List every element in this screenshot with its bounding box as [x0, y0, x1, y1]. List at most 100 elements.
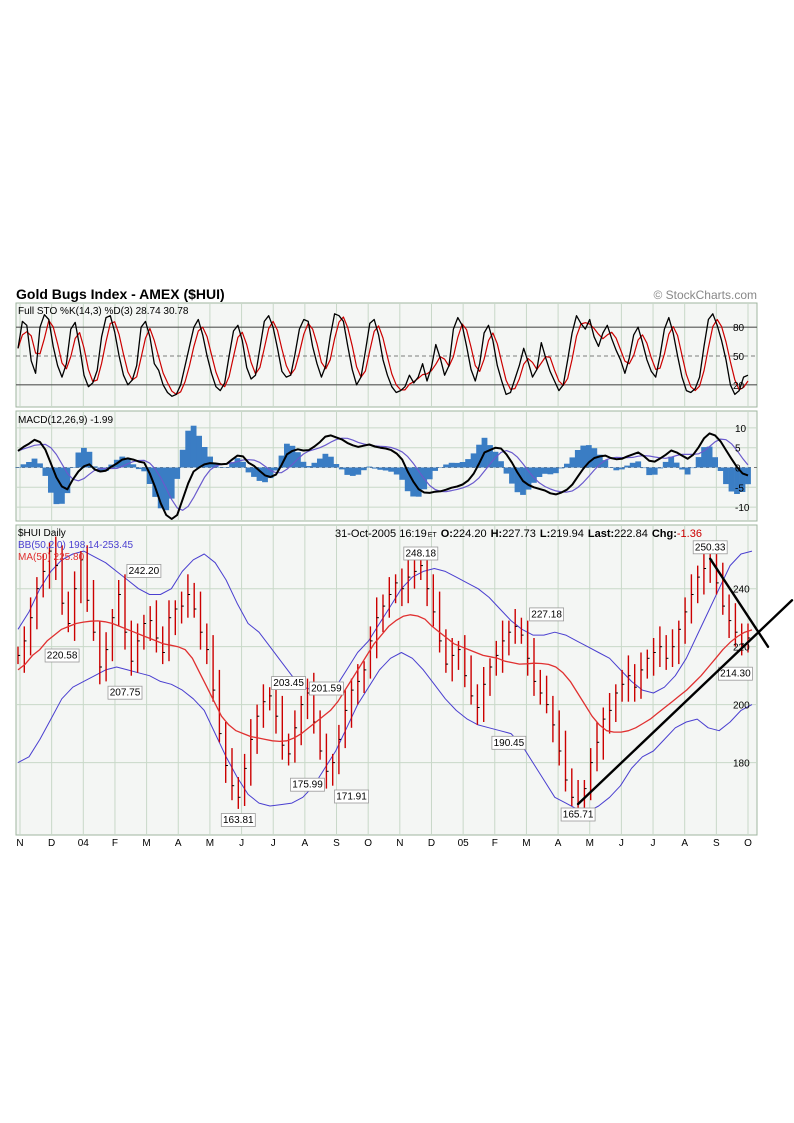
macd-histogram-bar: [317, 458, 323, 468]
x-tick-label: 04: [78, 838, 90, 849]
macd-histogram-bar: [624, 465, 631, 468]
x-tick-label: M: [142, 838, 150, 849]
macd-histogram-bar: [558, 467, 565, 469]
macd-histogram-bar: [651, 467, 658, 475]
price-annotation-label: 214.30: [720, 669, 751, 680]
stochastic-y-tick: 50: [733, 352, 745, 363]
macd-histogram-bar: [185, 430, 192, 468]
macd-histogram-bar: [377, 467, 384, 470]
macd-y-tick: -10: [735, 503, 750, 514]
price-annotation-label: 171.91: [336, 792, 367, 803]
macd-histogram-bar: [360, 467, 367, 471]
macd-histogram-bar: [130, 464, 137, 468]
macd-histogram-bar: [717, 467, 724, 471]
macd-histogram-bar: [531, 467, 537, 483]
macd-histogram-bar: [75, 452, 82, 468]
bollinger-label: BB(50,2.0) 198.14-253.45: [18, 540, 134, 551]
macd-y-tick: -5: [735, 483, 744, 494]
macd-histogram-bar: [712, 457, 718, 468]
macd-histogram-bar: [629, 462, 636, 468]
macd-histogram-bar: [196, 435, 202, 468]
macd-histogram-bar: [443, 464, 449, 468]
quote-open: 224.20: [453, 528, 487, 540]
stochastic-series: [17, 313, 749, 397]
x-tick-label: A: [175, 838, 182, 849]
macd-histogram-bar: [580, 445, 587, 468]
macd-histogram-bar: [382, 467, 389, 471]
x-tick-label: 05: [458, 838, 470, 849]
macd-histogram-bar: [344, 467, 351, 475]
macd-histogram-bar: [415, 467, 422, 497]
macd-histogram-bar: [31, 458, 38, 468]
macd-histogram-bar: [333, 464, 340, 468]
macd-histogram-bar: [168, 467, 175, 499]
x-tick-label: D: [48, 838, 55, 849]
x-tick-label: O: [364, 838, 372, 849]
macd-histogram-bar: [640, 467, 647, 469]
macd-histogram-bar: [564, 463, 570, 468]
price-annotation-box: [220, 813, 256, 827]
macd-histogram-bar: [525, 467, 532, 490]
macd-histogram-bar: [448, 462, 455, 468]
x-tick-label: J: [651, 838, 656, 849]
x-tick-label: A: [681, 838, 688, 849]
macd-histogram-bar: [723, 467, 729, 485]
macd-histogram-bar: [437, 467, 444, 468]
macd-y-tick: 5: [735, 444, 741, 455]
macd-histogram-bar: [739, 467, 746, 492]
x-tick-label: S: [333, 838, 340, 849]
macd-y-tick: 0: [735, 464, 741, 475]
macd-histogram-bar: [426, 467, 433, 480]
macd-histogram-bar: [240, 461, 246, 468]
quote-low: 219.94: [550, 528, 584, 540]
macd-histogram-bar: [684, 467, 691, 475]
macd-histogram-bar: [338, 467, 345, 470]
x-tick-label: J: [619, 838, 624, 849]
price-annotation-box: [308, 681, 344, 696]
price-annotation-label: 165.71: [563, 810, 594, 821]
macd-histogram-bar: [141, 467, 148, 472]
price-annotation-box: [271, 676, 307, 690]
uptrend-line: [576, 599, 794, 806]
macd-histogram-bar: [542, 467, 548, 474]
macd-histogram-bar: [388, 467, 395, 472]
macd-histogram-bar: [607, 467, 614, 468]
x-tick-label: M: [586, 838, 594, 849]
macd-histogram-bar: [229, 462, 235, 468]
price-annotation-box: [126, 564, 162, 578]
x-tick-label: D: [428, 838, 435, 849]
macd-histogram-bar: [701, 447, 707, 468]
macd-panel: 10 5 0 -5 -10 MACD(12,26,9) -1.99: [15, 410, 758, 522]
macd-histogram-bar: [86, 451, 93, 468]
price-y-tick: 180: [733, 759, 750, 770]
x-tick-label: M: [206, 838, 214, 849]
macd-histogram-bar: [135, 467, 142, 470]
macd-histogram-bar: [662, 461, 669, 468]
price-annotation-box: [290, 777, 325, 792]
macd-histogram-bar: [306, 466, 312, 468]
macd-histogram-bar: [503, 467, 510, 474]
macd-histogram-bar: [349, 467, 356, 476]
macd-histogram-bar: [371, 467, 378, 469]
macd-histogram-bar: [300, 461, 307, 468]
price-y-tick: 240: [733, 585, 750, 596]
price-annotation-label: 220.58: [47, 651, 78, 662]
bollinger-upper-band: [17, 550, 753, 694]
macd-histogram-bar: [119, 456, 126, 468]
stochastic-y-tick: 80: [733, 323, 745, 334]
stockcharts-credit: © StockCharts.com: [653, 288, 757, 302]
macd-histogram-bar: [706, 446, 713, 468]
macd-histogram-bar: [728, 467, 735, 492]
x-tick-label: F: [492, 838, 498, 849]
macd-histogram-bar: [673, 462, 680, 468]
macd-histogram-bar: [476, 444, 482, 468]
price-annotation-box: [692, 540, 728, 555]
stochastic-label: Full STO %K(14,3) %D(3) 28.74 30.78: [18, 306, 189, 317]
macd-histogram-bar: [679, 467, 685, 470]
moving-average-50-line: [17, 614, 753, 743]
price-annotation-label: 227.18: [531, 609, 562, 620]
macd-histogram-bar: [596, 454, 603, 468]
macd-histogram-bar: [355, 467, 362, 475]
macd-histogram-bar: [234, 458, 241, 468]
price-annotation-label: 248.18: [406, 549, 437, 560]
